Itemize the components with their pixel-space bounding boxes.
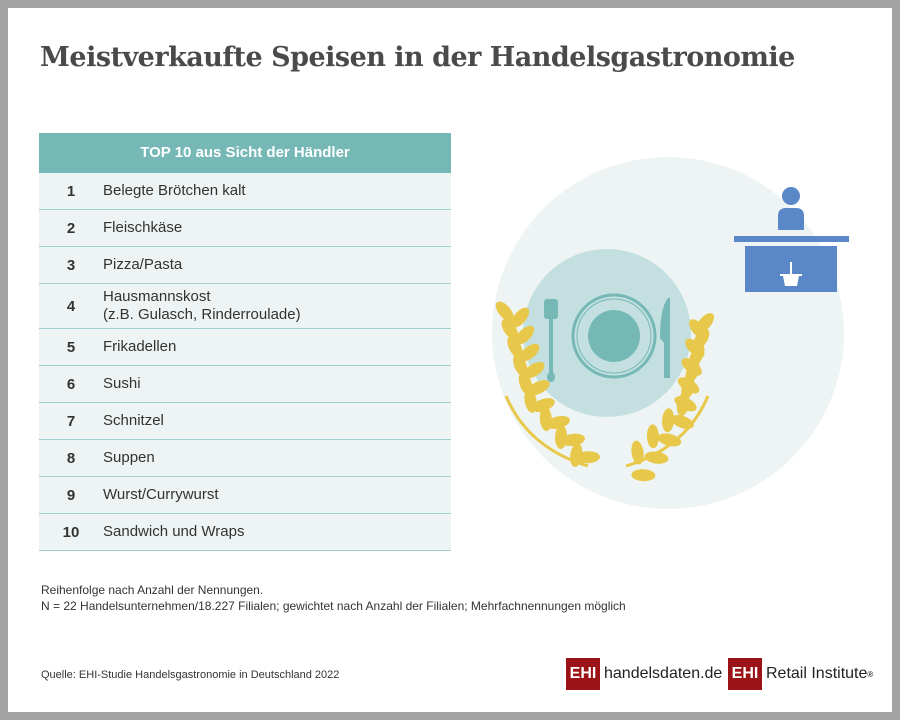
laurel-leaf: [676, 392, 690, 417]
laurel-leaf: [671, 414, 694, 429]
dish-name: Frikadellen: [103, 338, 177, 355]
dish-name: Sandwich und Wraps: [103, 523, 245, 540]
laurel-leaf: [519, 343, 540, 362]
laurel-leaf: [561, 433, 585, 447]
illustration: [492, 157, 849, 509]
note-line: Reihenfolge nach Anzahl der Nennungen.: [41, 583, 264, 597]
laurel-leaf: [515, 325, 535, 345]
fork-icon: [544, 299, 558, 382]
rank: 1: [66, 182, 76, 200]
table-row: 3 Pizza/Pasta: [39, 247, 451, 284]
dish-name: Fleischkäse: [103, 219, 183, 236]
rank: 7: [66, 412, 76, 430]
laurel-leaf: [501, 318, 519, 340]
ehi-retail-institute-logo[interactable]: EHI Retail Institute ®: [728, 658, 873, 690]
dish-label: Sushi: [103, 375, 141, 393]
rank: 8: [66, 449, 76, 467]
rank: 6: [66, 375, 76, 393]
rank: 3: [66, 256, 76, 274]
dish-examples: (z.B. Gulasch, Rinderroulade): [103, 306, 301, 323]
dish-name: Sushi: [103, 375, 141, 392]
dish-label: Hausmannskost (z.B. Gulasch, Rinderroulad…: [103, 288, 301, 324]
rank: 4: [66, 297, 76, 315]
laurel-leaf: [495, 301, 514, 322]
laurel-leaf: [527, 380, 550, 396]
dish-name: Wurst/Currywurst: [103, 486, 219, 503]
dish-name: Suppen: [103, 449, 155, 466]
dish-name: Pizza/Pasta: [103, 256, 183, 273]
laurel-stem: [625, 395, 710, 468]
laurel-wreath-icon: [495, 301, 715, 482]
infographic: Meistverkaufte Speisen in der Handelsgas…: [8, 8, 892, 712]
laurel-leaf: [531, 398, 555, 413]
laurel-leaf: [662, 408, 675, 433]
dish-name: Belegte Brötchen kalt: [103, 182, 246, 199]
table-row: 9 Wurst/Currywurst: [39, 477, 451, 514]
laurel-leaf: [657, 433, 682, 447]
laurel-leaf: [507, 336, 523, 359]
cashier-icon: [734, 187, 849, 292]
dish-label: Frikadellen: [103, 338, 176, 356]
laurel-leaf: [631, 469, 656, 482]
rank: 2: [66, 219, 76, 237]
rank: 5: [66, 338, 76, 356]
dish-label: Schnitzel: [103, 412, 164, 430]
dish-label: Suppen: [103, 449, 155, 467]
table-row: 2 Fleischkäse: [39, 210, 451, 247]
handelsdaten-logo[interactable]: EHI handelsdaten.de: [566, 658, 722, 690]
notes: Reihenfolge nach Anzahl der Nennungen. N …: [41, 582, 626, 614]
dish-name: Hausmannskost: [103, 288, 211, 305]
laurel-leaf: [644, 451, 669, 464]
laurel-leaf: [511, 307, 530, 328]
logo-text: Retail Institute: [766, 665, 868, 682]
dish-name: Schnitzel: [103, 412, 164, 429]
dish-label: Belegte Brötchen kalt: [103, 182, 246, 200]
logo-text: handelsdaten.de: [604, 665, 723, 682]
ehi-mark: EHI: [566, 658, 600, 690]
laurel-leaf: [546, 415, 570, 429]
knife-icon: [660, 298, 670, 378]
laurel-leaf: [576, 451, 600, 464]
ehi-mark: EHI: [728, 658, 762, 690]
laurel-leaf: [631, 440, 644, 465]
top10-table: TOP 10 aus Sicht der Händler 1 Belegte Br…: [39, 133, 451, 551]
laurel-leaf: [646, 424, 659, 449]
laurel-leaf: [523, 362, 545, 379]
table-header: TOP 10 aus Sicht der Händler: [39, 133, 451, 173]
source-text: Quelle: EHI-Studie Handelsgastronomie in…: [41, 669, 340, 681]
page-title: Meistverkaufte Speisen in der Handelsgas…: [40, 42, 795, 73]
dish-label: Fleischkäse: [103, 219, 182, 237]
dish-label: Sandwich und Wraps: [103, 523, 244, 541]
table-row: 7 Schnitzel: [39, 403, 451, 440]
plate-icon: [571, 293, 657, 379]
laurel-leaf: [513, 353, 528, 377]
dish-label: Wurst/Currywurst: [103, 486, 219, 504]
table-row: 8 Suppen: [39, 440, 451, 477]
rank: 9: [66, 486, 76, 504]
table-row: 6 Sushi: [39, 366, 451, 403]
table-row: 4 Hausmannskost (z.B. Gulasch, Rinderroula…: [39, 284, 451, 329]
rank: 10: [62, 523, 80, 541]
table-row: 1 Belegte Brötchen kalt: [39, 173, 451, 210]
table-row: 5 Frikadellen: [39, 329, 451, 366]
dish-label: Pizza/Pasta: [103, 256, 182, 274]
registered-mark: ®: [867, 669, 874, 679]
note-line: N = 22 Handelsunternehmen/18.227 Filiale…: [41, 599, 626, 613]
table-row: 10 Sandwich und Wraps: [39, 514, 451, 551]
